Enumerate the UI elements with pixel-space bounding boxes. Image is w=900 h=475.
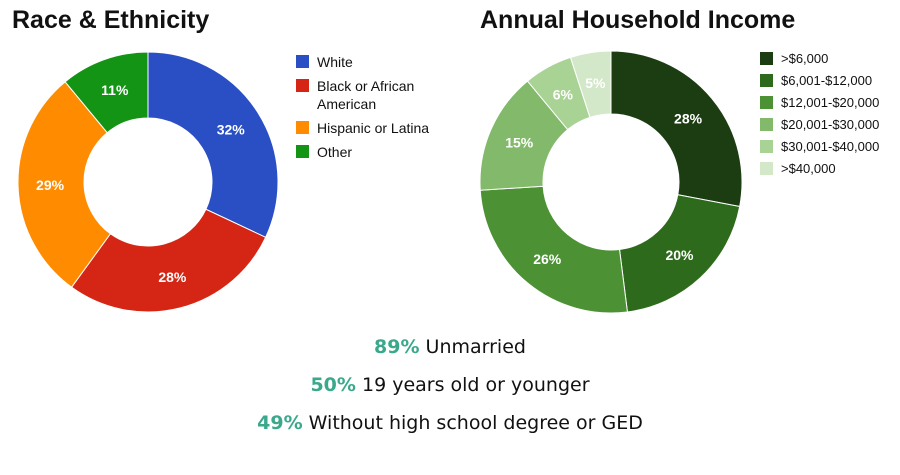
legend-item-income-1: >$6,000 bbox=[760, 50, 900, 67]
legend-item-white: White bbox=[296, 53, 446, 71]
donut-slice bbox=[64, 51, 149, 134]
legend-swatch bbox=[760, 52, 773, 65]
legend-swatch bbox=[760, 118, 773, 131]
legend-label: Other bbox=[317, 144, 353, 160]
stat-label: Without high school degree or GED bbox=[308, 412, 643, 434]
legend-item-hispanic: Hispanic or Latina bbox=[296, 119, 446, 137]
donut-slice bbox=[17, 81, 112, 288]
legend-swatch bbox=[296, 121, 309, 134]
stats-summary: 89% Unmarried 50% 19 years old or younge… bbox=[0, 328, 900, 442]
legend-label: $6,001-$12,000 bbox=[781, 73, 873, 88]
slice-data-label: 32% bbox=[217, 121, 246, 137]
donut-slice bbox=[147, 51, 279, 239]
stat-label: Unmarried bbox=[425, 336, 526, 358]
legend-item-income-2: $6,001-$12,000 bbox=[760, 72, 900, 89]
legend-swatch bbox=[760, 162, 773, 175]
income-legend: >$6,000 $6,001-$12,000 $12,001-$20,000 $… bbox=[760, 50, 900, 182]
legend-item-income-5: $30,001-$40,000 bbox=[760, 138, 900, 155]
slice-data-label: 26% bbox=[533, 251, 562, 267]
stat-age: 50% 19 years old or younger bbox=[0, 366, 900, 404]
donut-slice bbox=[70, 208, 267, 313]
race-legend: White Black or African American Hispanic… bbox=[296, 53, 446, 167]
stat-unmarried: 89% Unmarried bbox=[0, 328, 900, 366]
legend-label: >$6,000 bbox=[781, 51, 829, 66]
slice-data-label: 28% bbox=[674, 110, 703, 126]
stat-value: 50% bbox=[310, 374, 356, 396]
income-donut-chart: 28% 20% 26% 15% 6% 5% bbox=[479, 50, 743, 314]
legend-item-income-6: >$40,000 bbox=[760, 160, 900, 177]
slice-data-label: 20% bbox=[665, 247, 694, 263]
donut-slice bbox=[569, 50, 612, 118]
stat-value: 89% bbox=[374, 336, 420, 358]
stat-value: 49% bbox=[257, 412, 303, 434]
legend-label: White bbox=[317, 54, 353, 70]
slice-data-label: 29% bbox=[36, 177, 65, 193]
legend-item-other: Other bbox=[296, 143, 446, 161]
donut-slice bbox=[479, 185, 628, 314]
legend-label: $12,001-$20,000 bbox=[781, 95, 880, 110]
slice-data-label: 11% bbox=[101, 82, 129, 98]
legend-item-income-3: $12,001-$20,000 bbox=[760, 94, 900, 111]
legend-swatch bbox=[296, 79, 309, 92]
income-chart-title: Annual Household Income bbox=[480, 6, 796, 34]
legend-swatch bbox=[760, 140, 773, 153]
legend-label: Black or African American bbox=[317, 78, 415, 112]
legend-item-black: Black or African American bbox=[296, 77, 446, 113]
race-chart-title: Race & Ethnicity bbox=[12, 6, 210, 34]
legend-label: Hispanic or Latina bbox=[317, 120, 430, 136]
legend-swatch bbox=[760, 96, 773, 109]
slice-data-label: 28% bbox=[158, 269, 187, 285]
legend-label: $30,001-$40,000 bbox=[781, 139, 880, 154]
slice-data-label: 6% bbox=[553, 86, 574, 102]
legend-swatch bbox=[760, 74, 773, 87]
stat-education: 49% Without high school degree or GED bbox=[0, 404, 900, 442]
legend-label: >$40,000 bbox=[781, 161, 836, 176]
legend-item-income-4: $20,001-$30,000 bbox=[760, 116, 900, 133]
legend-label: $20,001-$30,000 bbox=[781, 117, 880, 132]
donut-slice bbox=[610, 50, 743, 208]
legend-swatch bbox=[296, 55, 309, 68]
stat-label: 19 years old or younger bbox=[361, 374, 590, 396]
donut-slice bbox=[618, 194, 741, 313]
slice-data-label: 5% bbox=[585, 75, 606, 91]
race-donut-chart: 32% 28% 29% 11% bbox=[17, 51, 279, 313]
slice-data-label: 15% bbox=[505, 134, 534, 150]
legend-swatch bbox=[296, 145, 309, 158]
